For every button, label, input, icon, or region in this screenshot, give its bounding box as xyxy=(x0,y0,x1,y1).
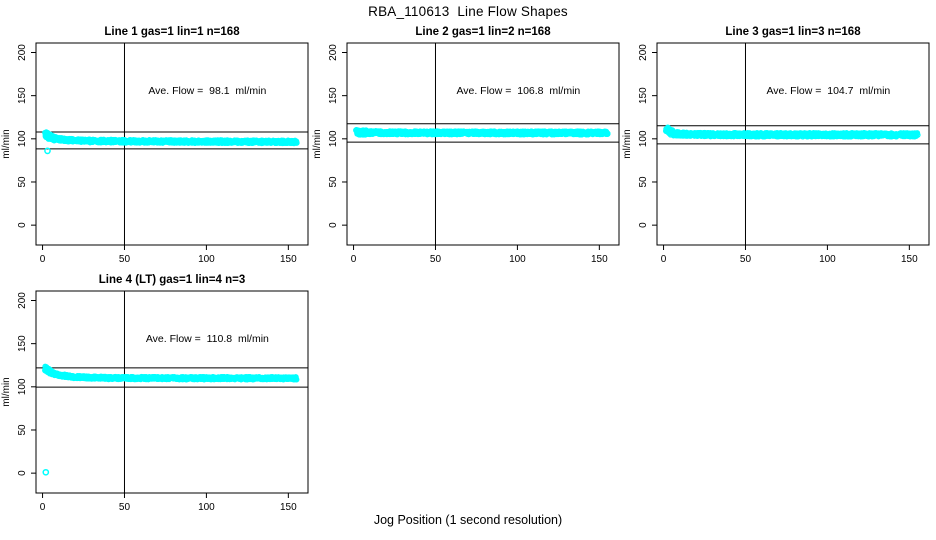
data-points xyxy=(42,129,300,155)
ave-flow-annotation: Ave. Flow = 98.1 ml/min xyxy=(148,85,266,97)
svg-text:150: 150 xyxy=(280,502,297,513)
svg-text:200: 200 xyxy=(638,44,649,61)
svg-text:100: 100 xyxy=(17,378,28,395)
svg-text:0: 0 xyxy=(351,254,357,265)
reference-lines xyxy=(347,43,619,245)
svg-text:100: 100 xyxy=(638,130,649,147)
subplot-line-2: 0 50 100 150 0 50 100 150 200 ml/min Line 2 gas=1 … xyxy=(312,26,620,265)
svg-text:0: 0 xyxy=(638,222,649,228)
svg-text:0: 0 xyxy=(40,502,46,513)
svg-text:50: 50 xyxy=(638,176,649,188)
ave-flow-annotation: Ave. Flow = 110.8 ml/min xyxy=(146,333,269,345)
ave-flow-annotation: Ave. Flow = 104.7 ml/min xyxy=(766,85,890,97)
svg-text:0: 0 xyxy=(17,470,28,476)
y-axis-label: ml/min xyxy=(1,129,12,158)
y-axis: 0 50 100 150 200 ml/min xyxy=(312,44,347,228)
svg-text:150: 150 xyxy=(17,87,28,104)
svg-text:150: 150 xyxy=(901,254,918,265)
data-points xyxy=(663,124,921,140)
svg-text:50: 50 xyxy=(17,176,28,188)
svg-text:150: 150 xyxy=(638,87,649,104)
y-axis-label: ml/min xyxy=(1,377,12,406)
y-axis: 0 50 100 150 200 ml/min xyxy=(1,44,36,228)
subplot-title: Line 4 (LT) gas=1 lin=4 n=3 xyxy=(99,274,245,286)
y-axis: 0 50 100 150 200 ml/min xyxy=(1,292,36,476)
svg-text:100: 100 xyxy=(198,502,215,513)
svg-text:150: 150 xyxy=(591,254,608,265)
svg-text:200: 200 xyxy=(328,44,339,61)
x-axis: 0 50 100 150 xyxy=(351,245,608,265)
svg-text:200: 200 xyxy=(17,44,28,61)
subplot-title: Line 3 gas=1 lin=3 n=168 xyxy=(725,26,861,38)
subplot-title: Line 2 gas=1 lin=2 n=168 xyxy=(415,26,551,38)
svg-text:150: 150 xyxy=(17,335,28,352)
svg-text:50: 50 xyxy=(17,424,28,436)
svg-text:50: 50 xyxy=(430,254,442,265)
svg-text:100: 100 xyxy=(328,130,339,147)
reference-lines xyxy=(657,43,929,245)
svg-text:0: 0 xyxy=(17,222,28,228)
plot-box xyxy=(346,42,620,246)
ave-flow-annotation: Ave. Flow = 106.8 ml/min xyxy=(456,85,580,97)
plot-box xyxy=(656,42,930,246)
svg-text:50: 50 xyxy=(119,502,131,513)
svg-text:0: 0 xyxy=(328,222,339,228)
x-axis-label: Jog Position (1 second resolution) xyxy=(373,513,563,527)
x-axis: 0 50 100 150 xyxy=(40,493,297,513)
data-points xyxy=(42,363,300,476)
y-axis: 0 50 100 150 200 ml/min xyxy=(622,44,657,228)
outlier-point xyxy=(44,147,51,155)
y-axis-label: ml/min xyxy=(312,129,323,158)
y-axis-label: ml/min xyxy=(622,129,633,158)
svg-text:0: 0 xyxy=(40,254,46,265)
svg-text:100: 100 xyxy=(509,254,526,265)
svg-text:50: 50 xyxy=(119,254,131,265)
svg-text:100: 100 xyxy=(17,130,28,147)
svg-text:150: 150 xyxy=(328,87,339,104)
subplot-title: Line 1 gas=1 lin=1 n=168 xyxy=(104,26,240,38)
svg-text:50: 50 xyxy=(740,254,752,265)
subplot-line-1: 0 50 100 150 0 50 100 150 200 ml/min Line 1 gas=1 … xyxy=(1,26,309,265)
chart-main-title: RBA_110613 Line Flow Shapes xyxy=(368,4,568,19)
svg-text:200: 200 xyxy=(17,292,28,309)
subplot-line-4: 0 50 100 150 0 50 100 150 200 ml/min Line 4 (LT) g… xyxy=(1,274,309,513)
svg-text:100: 100 xyxy=(819,254,836,265)
plot-box xyxy=(35,42,309,246)
x-axis: 0 50 100 150 xyxy=(40,245,297,265)
x-axis: 0 50 100 150 xyxy=(661,245,918,265)
outlier-point xyxy=(42,468,50,476)
svg-text:100: 100 xyxy=(198,254,215,265)
svg-text:50: 50 xyxy=(328,176,339,188)
plot-box xyxy=(35,290,309,494)
data-points xyxy=(353,127,611,138)
svg-text:150: 150 xyxy=(280,254,297,265)
subplot-line-3: 0 50 100 150 0 50 100 150 200 ml/min Line 3 gas=1 … xyxy=(622,26,930,265)
svg-text:0: 0 xyxy=(661,254,667,265)
reference-lines xyxy=(36,291,308,493)
